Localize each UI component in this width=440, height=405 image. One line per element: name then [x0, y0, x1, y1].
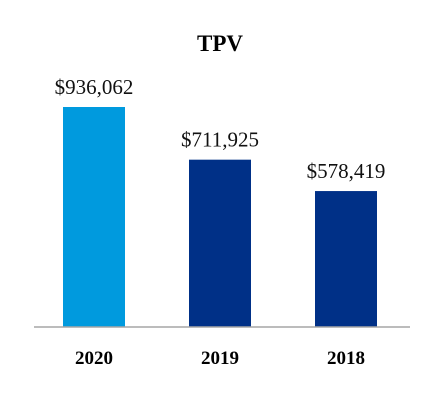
x-tick-label-2019: 2019	[201, 348, 239, 369]
data-label-2020: $936,062	[55, 75, 134, 99]
x-tick-label-2018: 2018	[327, 348, 365, 369]
chart-title: TPV	[197, 31, 243, 56]
bar-2019	[189, 159, 251, 327]
bars-layer	[63, 107, 377, 327]
bar-2020	[63, 107, 125, 327]
data-label-2019: $711,925	[181, 128, 259, 152]
bar-2018	[315, 191, 377, 327]
data-label-2018: $578,419	[307, 159, 386, 183]
x-tick-label-2020: 2020	[75, 348, 113, 369]
data-labels-layer: $936,062 $711,925 $578,419	[55, 75, 386, 183]
x-tick-labels-layer: 2020 2019 2018	[75, 348, 365, 369]
